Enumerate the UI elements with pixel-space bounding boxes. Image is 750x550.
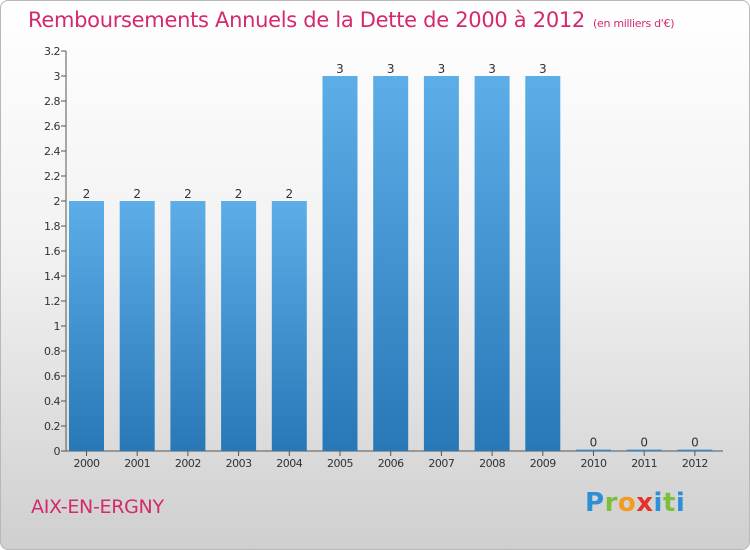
y-tick-label: 1.4 (44, 270, 60, 283)
bar-value-label: 3 (336, 62, 344, 76)
bar (170, 201, 206, 451)
bar (576, 449, 611, 451)
bar (474, 76, 510, 451)
y-tick-label: 1.2 (44, 295, 60, 308)
x-tick-label: 2006 (378, 457, 404, 470)
x-tick-label: 2012 (682, 457, 708, 470)
logo-letter: o (617, 488, 637, 518)
chart-unit-note: (en milliers d'€) (593, 17, 675, 30)
y-tick-label: 2 (54, 195, 61, 208)
bar-value-label: 0 (640, 436, 648, 450)
bar-value-label: 2 (83, 187, 91, 201)
bar-value-label: 2 (285, 187, 293, 201)
y-tick-label: 1 (54, 320, 61, 333)
bar-value-label: 0 (590, 436, 598, 450)
y-tick-label: 2.4 (44, 145, 60, 158)
y-tick-label: 1.6 (44, 245, 60, 258)
logo-letter: r (604, 488, 618, 518)
bar (69, 201, 104, 451)
x-tick-label: 2004 (276, 457, 302, 470)
x-tick-label: 2009 (530, 457, 556, 470)
commune-name: AIX-EN-ERGNY (31, 496, 164, 518)
y-tick-label: 0.8 (44, 345, 60, 358)
y-tick-label: 0.2 (44, 420, 60, 433)
y-tick-label: 0.4 (44, 395, 60, 408)
logo-letter: i (653, 488, 663, 518)
y-tick-label: 2.6 (44, 120, 60, 133)
x-tick-label: 2010 (581, 457, 607, 470)
bar (271, 201, 307, 451)
y-tick-label: 2.8 (44, 95, 60, 108)
bar-value-label: 3 (387, 62, 395, 76)
x-tick-label: 2005 (327, 457, 353, 470)
bar (677, 449, 713, 451)
logo-letter: i (675, 488, 686, 518)
bar-value-label: 3 (488, 62, 496, 76)
bar-value-label: 2 (184, 187, 192, 201)
bar (322, 76, 358, 451)
x-tick-label: 2000 (74, 457, 100, 470)
bar (423, 76, 459, 451)
x-tick-label: 2008 (479, 457, 505, 470)
chart-title: Remboursements Annuels de la Dette de 20… (28, 8, 674, 32)
y-tick-label: 3 (54, 70, 61, 83)
bar-value-label: 3 (438, 62, 446, 76)
x-tick-label: 2007 (428, 457, 454, 470)
bar (626, 449, 662, 451)
logo-letter: t (662, 488, 676, 518)
x-axis: 2000 2001 2002 2003 2004 2005 2006 2007 2008 2009… (66, 450, 723, 470)
y-tick-label: 0.6 (44, 370, 60, 383)
bar-value-label: 3 (539, 62, 547, 76)
x-tick-label: 2003 (226, 457, 252, 470)
y-tick-label: 0 (54, 445, 61, 458)
x-tick-label: 2011 (631, 457, 657, 470)
bar-value-label: 0 (691, 436, 699, 450)
y-tick-label: 2.2 (44, 170, 60, 183)
proxiti-logo: Proxiti (585, 488, 685, 518)
bars: 2 2 2 2 2 3 3 3 3 3 0 0 0 (69, 62, 713, 451)
x-tick-label: 2002 (175, 457, 201, 470)
logo-letter: P (585, 488, 605, 518)
y-tick-label: 3.2 (44, 45, 60, 58)
y-tick-label: 1.8 (44, 220, 60, 233)
bar (119, 201, 155, 451)
chart-title-text: Remboursements Annuels de la Dette de 20… (28, 8, 585, 32)
bar (525, 76, 561, 451)
bar-value-label: 2 (133, 187, 141, 201)
y-axis: 0 0.2 0.4 0.6 0.8 1 1.2 1.4 1.6 1.8 2 2.2 2.4 2.6 2.8 3… (44, 45, 67, 458)
bar (373, 76, 409, 451)
bar-value-label: 2 (235, 187, 243, 201)
logo-letter: x (636, 488, 654, 518)
bar (221, 201, 257, 451)
x-tick-label: 2001 (124, 457, 150, 470)
